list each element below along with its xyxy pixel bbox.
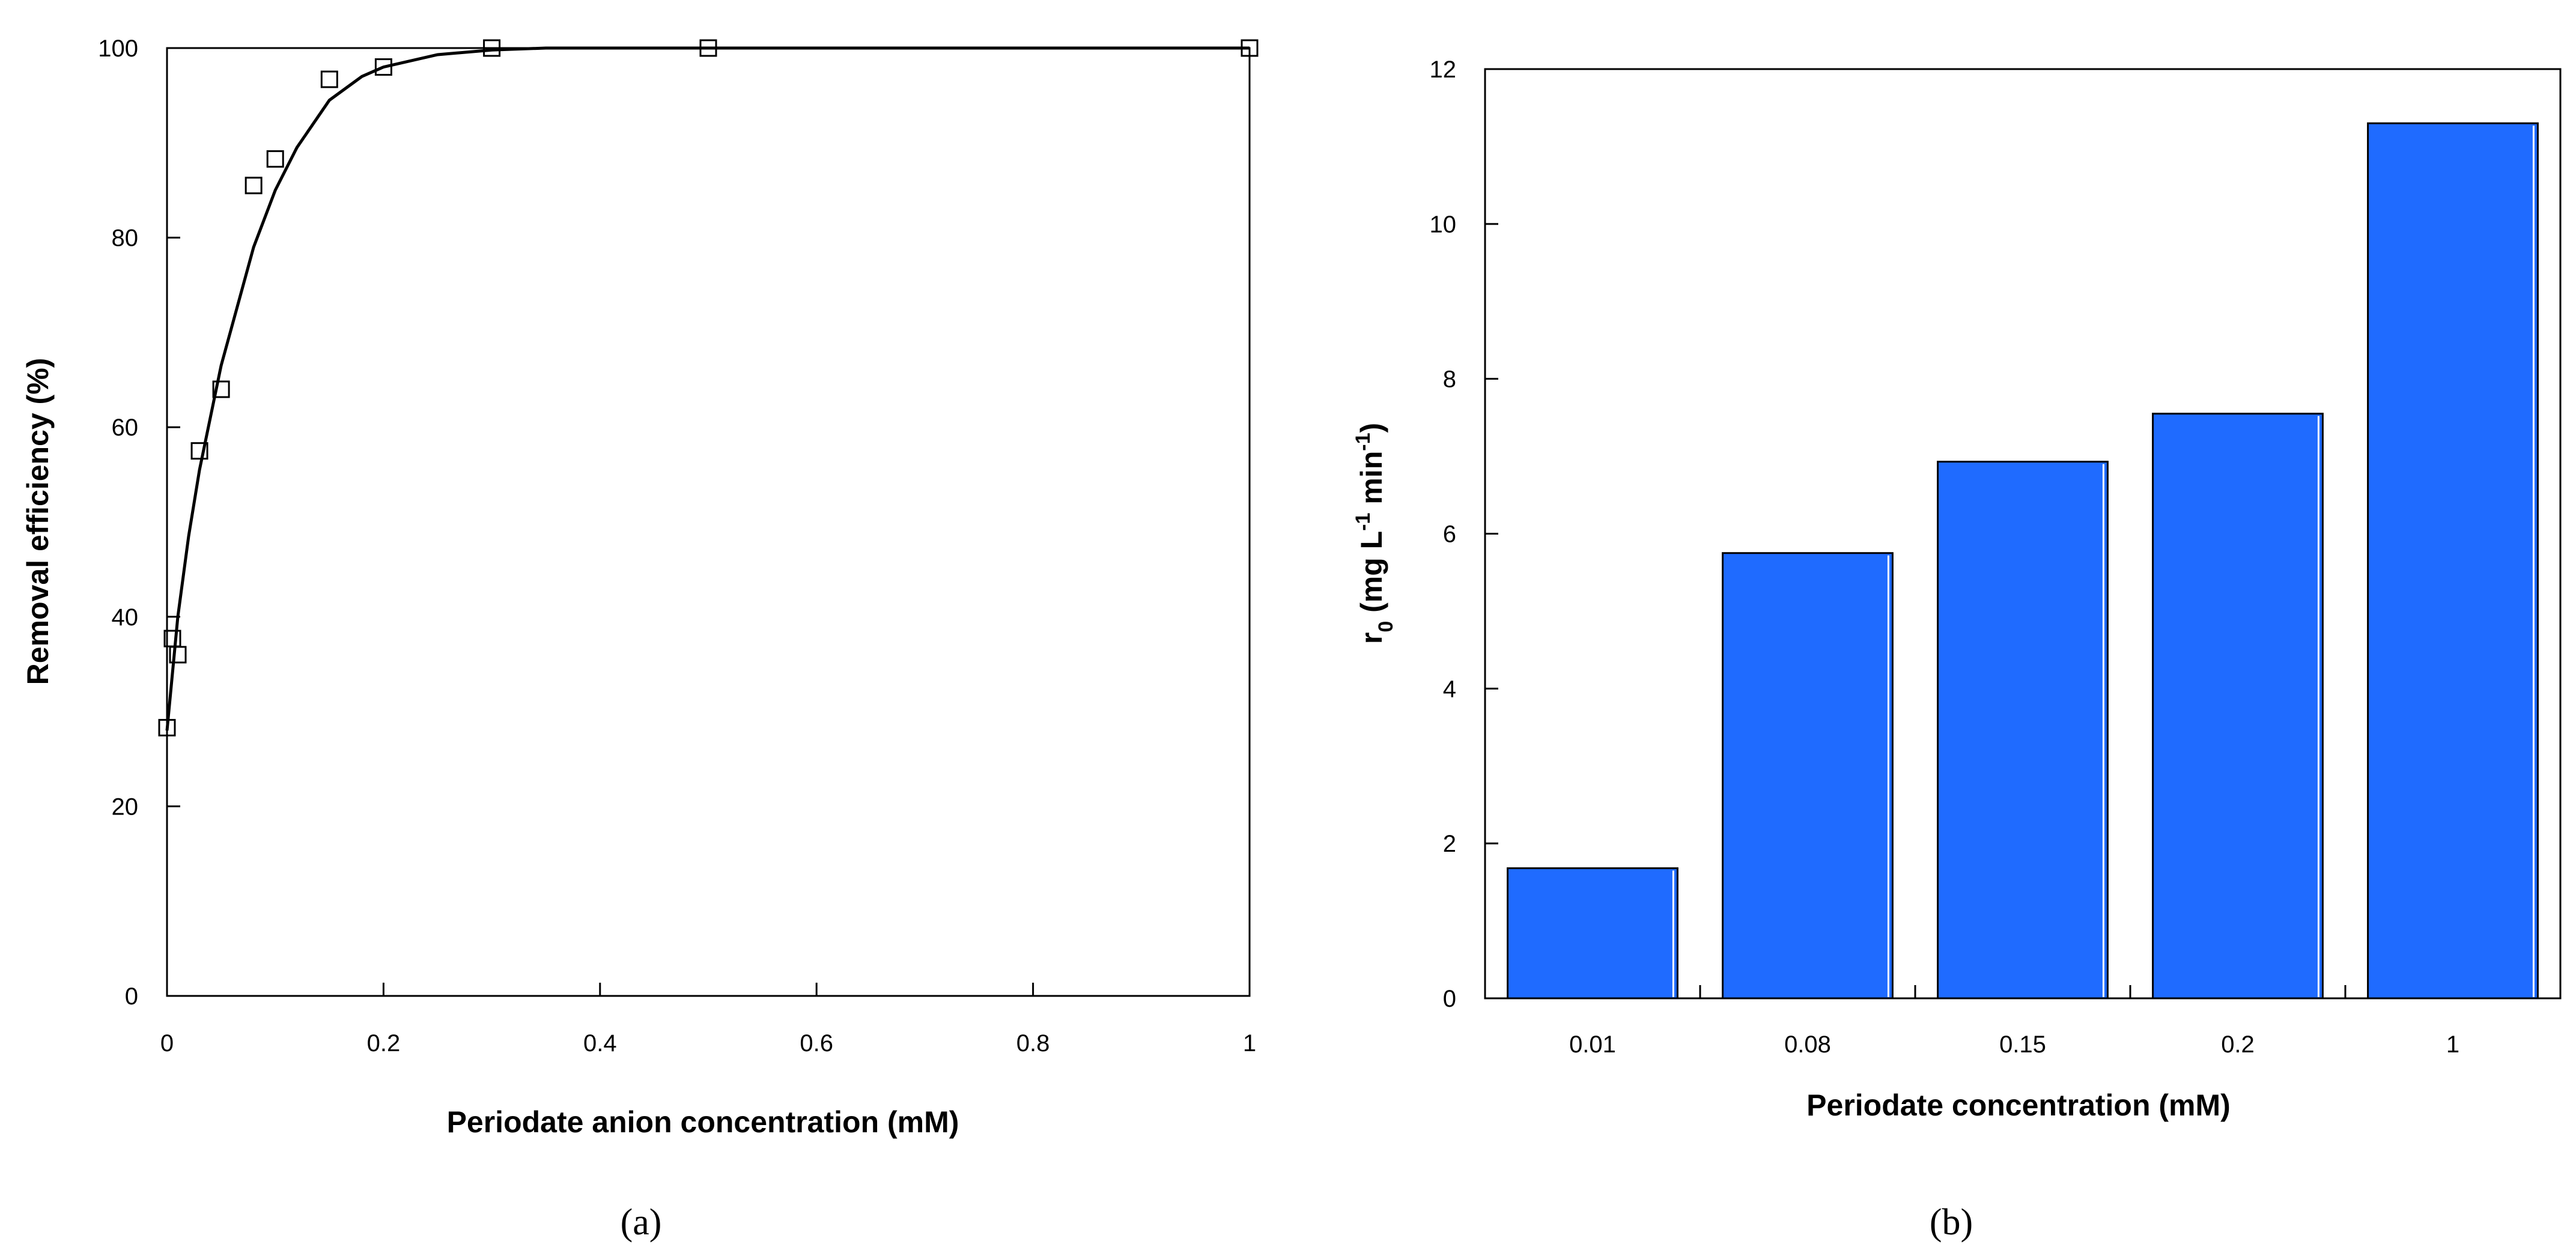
panel-a-y-tick-label: 20	[112, 793, 139, 820]
panel-b-label: (b)	[1930, 1202, 1973, 1243]
panel-a-y-label: Removal efficiency (%)	[21, 358, 55, 685]
panel-b-bar	[1937, 461, 2109, 1000]
panel-a-x-tick-label: 0.8	[1016, 1030, 1050, 1057]
panel-a-data-point	[245, 177, 263, 195]
panel-a-label: (a)	[621, 1202, 662, 1243]
panel-a-x-axis: 0 0.2 0.4 0.6 0.8 1	[160, 983, 1256, 1057]
panel-b-y-tick-label: 4	[1443, 676, 1456, 702]
panel-b-x-tick-label: 0.08	[1784, 1031, 1831, 1058]
panel-a-data-point	[1241, 39, 1259, 57]
panel-a-y-axis: 0 20 40 60 80 100	[98, 35, 180, 1010]
panel-b-y-axis: 0 2 4 6 8 10 12	[1430, 56, 1498, 1012]
panel-a-x-tick-label: 0	[160, 1030, 174, 1057]
panel-a-frame	[166, 47, 1251, 997]
panel-b-bar	[1722, 552, 1894, 1000]
panel-b-bar	[1507, 867, 1678, 1000]
panel-a-data-point	[266, 150, 284, 168]
panel-a-markers	[158, 39, 1259, 736]
panel-b-y-tick-label: 8	[1443, 366, 1456, 393]
panel-a-fit-curve	[165, 46, 1250, 731]
panel-b-x-tick-label: 0.01	[1569, 1031, 1616, 1058]
panel-a-y-tick-label: 100	[98, 35, 138, 62]
panel-a-x-tick-label: 0.6	[800, 1030, 833, 1057]
panel-b-bars	[1507, 122, 2539, 1000]
panel-a-data-point	[699, 39, 717, 57]
panel-b-bar	[2367, 122, 2539, 1000]
panel-b-x-tick-label: 0.15	[1999, 1031, 2046, 1058]
panel-b-y-tick-label: 2	[1443, 831, 1456, 857]
panel-a: 0 20 40 60 80 100 0 0.2 0.4 0.6 0.8 1 Periodate an…	[21, 35, 1259, 1243]
panel-b-x-axis: 0.01 0.08 0.15 0.2 1	[1569, 985, 2459, 1058]
panel-a-x-label: Periodate anion concentration (mM)	[447, 1105, 959, 1139]
panel-a-x-tick-label: 0.2	[367, 1030, 401, 1057]
panel-b-x-tick-label: 0.2	[2221, 1031, 2255, 1058]
panel-a-data-point	[190, 442, 208, 460]
panel-b-y-label: r0 (mg L-1 min-1)	[1352, 423, 1397, 644]
panel-b-y-tick-label: 12	[1430, 56, 1457, 83]
panel-b-x-tick-label: 1	[2446, 1031, 2459, 1058]
panel-b-y-tick-label: 10	[1430, 211, 1457, 238]
panel-b-y-tick-label: 0	[1443, 986, 1456, 1012]
panel-a-data-point	[158, 718, 176, 736]
panel-a-data-point	[374, 58, 392, 76]
panel-a-y-tick-label: 0	[125, 983, 138, 1010]
panel-a-data-point	[169, 646, 187, 664]
panel-b-x-label: Periodate concentration (mM)	[1806, 1088, 2231, 1122]
panel-b: 0 2 4 6 8 10 12 0.01 0.08 0.15 0.2 1 Periodate con…	[1352, 56, 2562, 1243]
panel-a-data-point	[483, 39, 501, 57]
panel-a-y-tick-label: 40	[112, 604, 139, 631]
panel-a-x-tick-label: 1	[1243, 1030, 1256, 1057]
panel-a-x-tick-label: 0.4	[583, 1030, 617, 1057]
panel-a-data-point	[212, 380, 230, 398]
panel-a-data-point	[320, 70, 338, 88]
panel-a-y-tick-label: 80	[112, 225, 139, 252]
panel-b-bar	[2152, 413, 2324, 1000]
panel-b-y-tick-label: 6	[1443, 521, 1456, 548]
panel-a-y-tick-label: 60	[112, 414, 139, 441]
